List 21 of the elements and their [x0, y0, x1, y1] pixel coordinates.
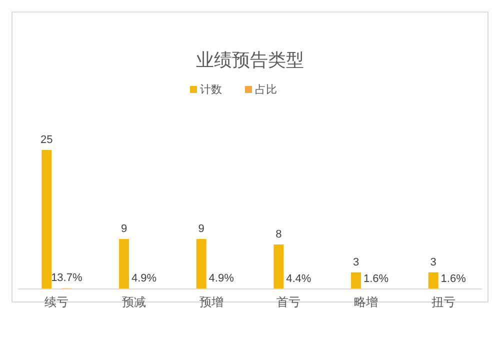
- chart-title: 业绩预告类型: [196, 50, 304, 70]
- data-label: 25: [40, 134, 53, 146]
- x-tick-label: 预减: [122, 295, 146, 309]
- data-label: 1.6%: [440, 272, 466, 285]
- data-label: 8: [276, 228, 282, 241]
- data-label: 9: [120, 222, 128, 235]
- x-tick-label: 预增: [199, 295, 224, 309]
- data-label: 4.4%: [286, 272, 312, 285]
- data-label: 4.9%: [208, 272, 234, 285]
- data-label: 13.7%: [51, 272, 82, 284]
- data-label: 1.6%: [363, 272, 389, 285]
- data-label: 9: [198, 222, 204, 235]
- data-label: 4.9%: [131, 272, 157, 285]
- legend-label: 计数: [200, 83, 222, 96]
- x-tick-label: 扭亏: [431, 295, 456, 309]
- legend-label: 占比: [255, 83, 277, 96]
- x-tick-label: 首亏: [276, 295, 301, 309]
- data-label: 3: [430, 256, 436, 268]
- x-tick-label: 略增: [354, 295, 378, 309]
- x-tick-label: 续亏: [44, 295, 69, 309]
- data-label: 3: [352, 256, 360, 268]
